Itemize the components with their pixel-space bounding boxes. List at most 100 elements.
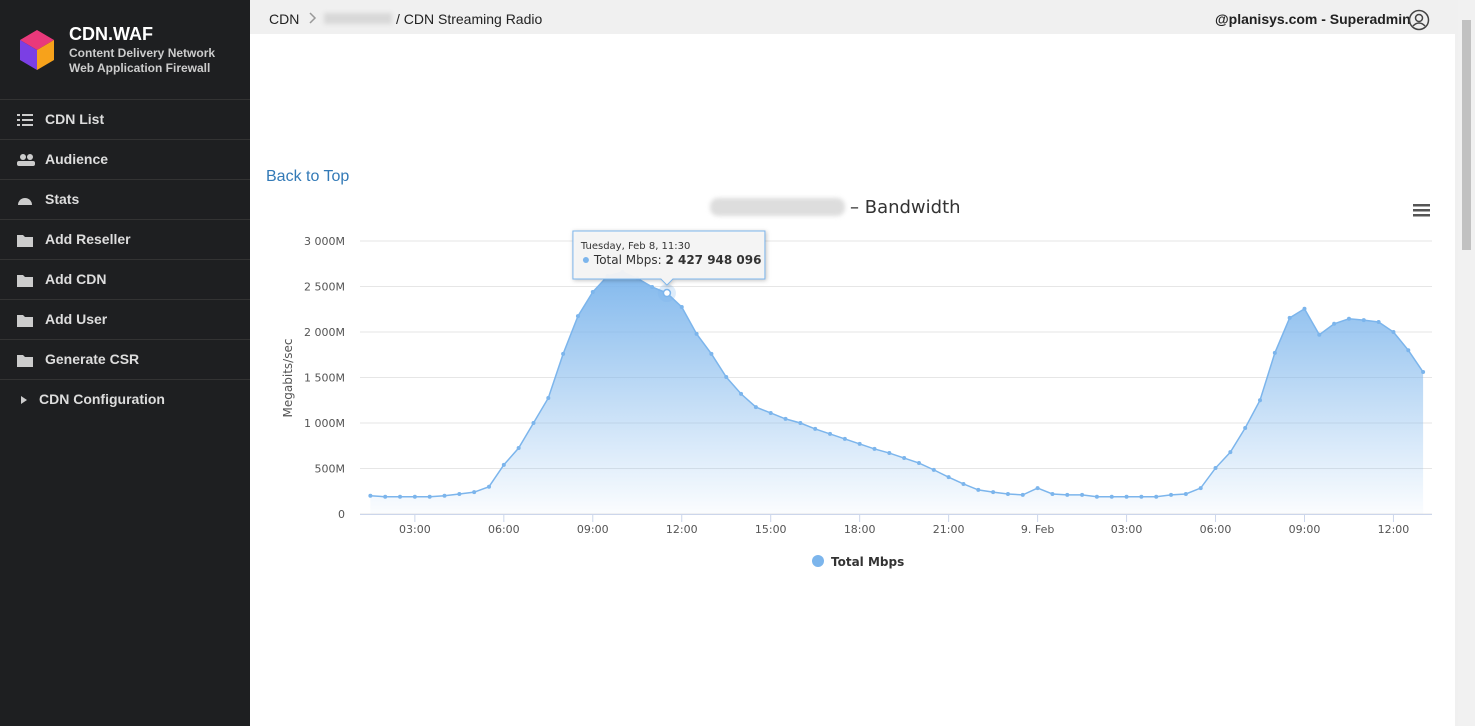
- tagline: Content Delivery Network: [69, 46, 216, 60]
- point: [1332, 321, 1337, 326]
- y-tick-label: 1 500M: [304, 372, 345, 385]
- menu-label[interactable]: Add User: [45, 311, 108, 327]
- point: [1346, 316, 1351, 321]
- point: [857, 441, 862, 446]
- point: [457, 491, 462, 496]
- point: [887, 451, 892, 456]
- point: [1050, 491, 1055, 496]
- point: [813, 426, 818, 431]
- point: [1243, 426, 1248, 431]
- menu-item[interactable]: CDN Configuration: [0, 379, 250, 420]
- point: [368, 493, 373, 498]
- point: [383, 494, 388, 499]
- menu-label[interactable]: Add Reseller: [45, 231, 131, 247]
- point: [1317, 332, 1322, 337]
- point: [768, 410, 773, 415]
- menu-label[interactable]: CDN Configuration: [39, 391, 165, 407]
- user: @planisys.com - Superadmin: [1215, 11, 1411, 27]
- point: [1020, 492, 1025, 497]
- point: [486, 484, 491, 489]
- point: [1213, 466, 1218, 471]
- blurred-text: [710, 198, 845, 216]
- tooltip-sep: :: [658, 253, 666, 267]
- x-tick-label: 09:00: [1289, 523, 1321, 536]
- point: [531, 421, 536, 425]
- point: [828, 431, 833, 436]
- point: [1065, 492, 1070, 497]
- point: [753, 405, 758, 410]
- point: [991, 490, 996, 495]
- menu-label[interactable]: Add CDN: [45, 271, 107, 287]
- y-axis-label: Megabits/sec: [281, 339, 295, 418]
- menu-item[interactable]: Generate CSR: [0, 339, 250, 380]
- point: [1376, 319, 1381, 324]
- tagline: Web Application Firewall: [69, 61, 211, 75]
- tooltip-value: 2 427 948 096: [665, 253, 761, 267]
- point: [798, 421, 803, 425]
- tooltip-title: Tuesday, Feb 8, 11:30: [580, 241, 690, 252]
- point: [590, 289, 595, 294]
- menu-label[interactable]: CDN List: [45, 111, 105, 127]
- menu-label[interactable]: Audience: [45, 151, 109, 167]
- point: [783, 416, 788, 421]
- x-tick-label: 06:00: [488, 523, 520, 536]
- brand: CDN.WAF: [69, 24, 153, 44]
- menu-item[interactable]: Add User: [0, 299, 250, 340]
- x-tick-label: 12:00: [666, 523, 698, 536]
- point: [1124, 494, 1129, 499]
- point: [679, 304, 684, 309]
- tooltip-marker: [582, 257, 589, 264]
- point: [1406, 348, 1411, 353]
- point: [842, 436, 847, 441]
- hover-point: [662, 288, 672, 298]
- y-tick-label: 1 000M: [304, 417, 345, 430]
- back-to-top[interactable]: Back to Top: [266, 168, 350, 185]
- menu-item[interactable]: Audience: [0, 139, 250, 180]
- menu-label[interactable]: Generate CSR: [45, 351, 140, 367]
- x-tick-label: 21:00: [933, 523, 965, 536]
- point: [1169, 492, 1174, 497]
- point: [976, 487, 981, 492]
- menu-item[interactable]: Stats: [0, 179, 250, 220]
- point: [1035, 486, 1040, 491]
- point: [1109, 494, 1114, 499]
- menu-bar: [1413, 204, 1430, 207]
- point: [902, 456, 907, 461]
- line: [370, 271, 1424, 498]
- point: [412, 494, 417, 499]
- x-tick-label: 18:00: [844, 523, 876, 536]
- point: [1094, 494, 1099, 499]
- point: [427, 494, 432, 499]
- chart: – Bandwidth Megabits/sec 0 500M 1 000M 1 500M…: [281, 197, 1432, 569]
- point: [724, 375, 729, 380]
- point: [709, 351, 714, 356]
- tooltip-series: Total Mbps: [593, 253, 658, 267]
- menu-item[interactable]: Add CDN: [0, 259, 250, 300]
- point: [442, 493, 447, 498]
- point: [961, 481, 966, 486]
- breadcrumb[interactable]: CDN: [269, 11, 300, 27]
- menu-label[interactable]: Stats: [45, 191, 80, 207]
- menu-bar: [1413, 214, 1430, 217]
- tooltip-line: Total Mbps: 2 427 948 096: [593, 253, 762, 267]
- tooltip-box: [572, 230, 766, 286]
- x-tick-label: 06:00: [1200, 523, 1232, 536]
- sidebar: CDN.WAF Content Delivery Network Web App…: [0, 0, 250, 726]
- chart-menu[interactable]: [1413, 204, 1430, 217]
- scrollbar[interactable]: [1458, 0, 1475, 726]
- menu-item[interactable]: Add Reseller: [0, 219, 250, 260]
- point: [916, 461, 921, 466]
- point: [946, 475, 951, 480]
- menu-item[interactable]: CDN List: [0, 99, 250, 140]
- y-tick-label: 2 000M: [304, 326, 345, 339]
- point: [1421, 370, 1426, 375]
- menu-bar: [1413, 209, 1430, 212]
- point: [1198, 486, 1203, 491]
- x-tick-label: 15:00: [755, 523, 787, 536]
- user-icon[interactable]: [1408, 9, 1430, 31]
- point: [1005, 491, 1010, 496]
- area: [370, 271, 1424, 514]
- logo: [20, 30, 54, 70]
- chevron: [309, 12, 317, 24]
